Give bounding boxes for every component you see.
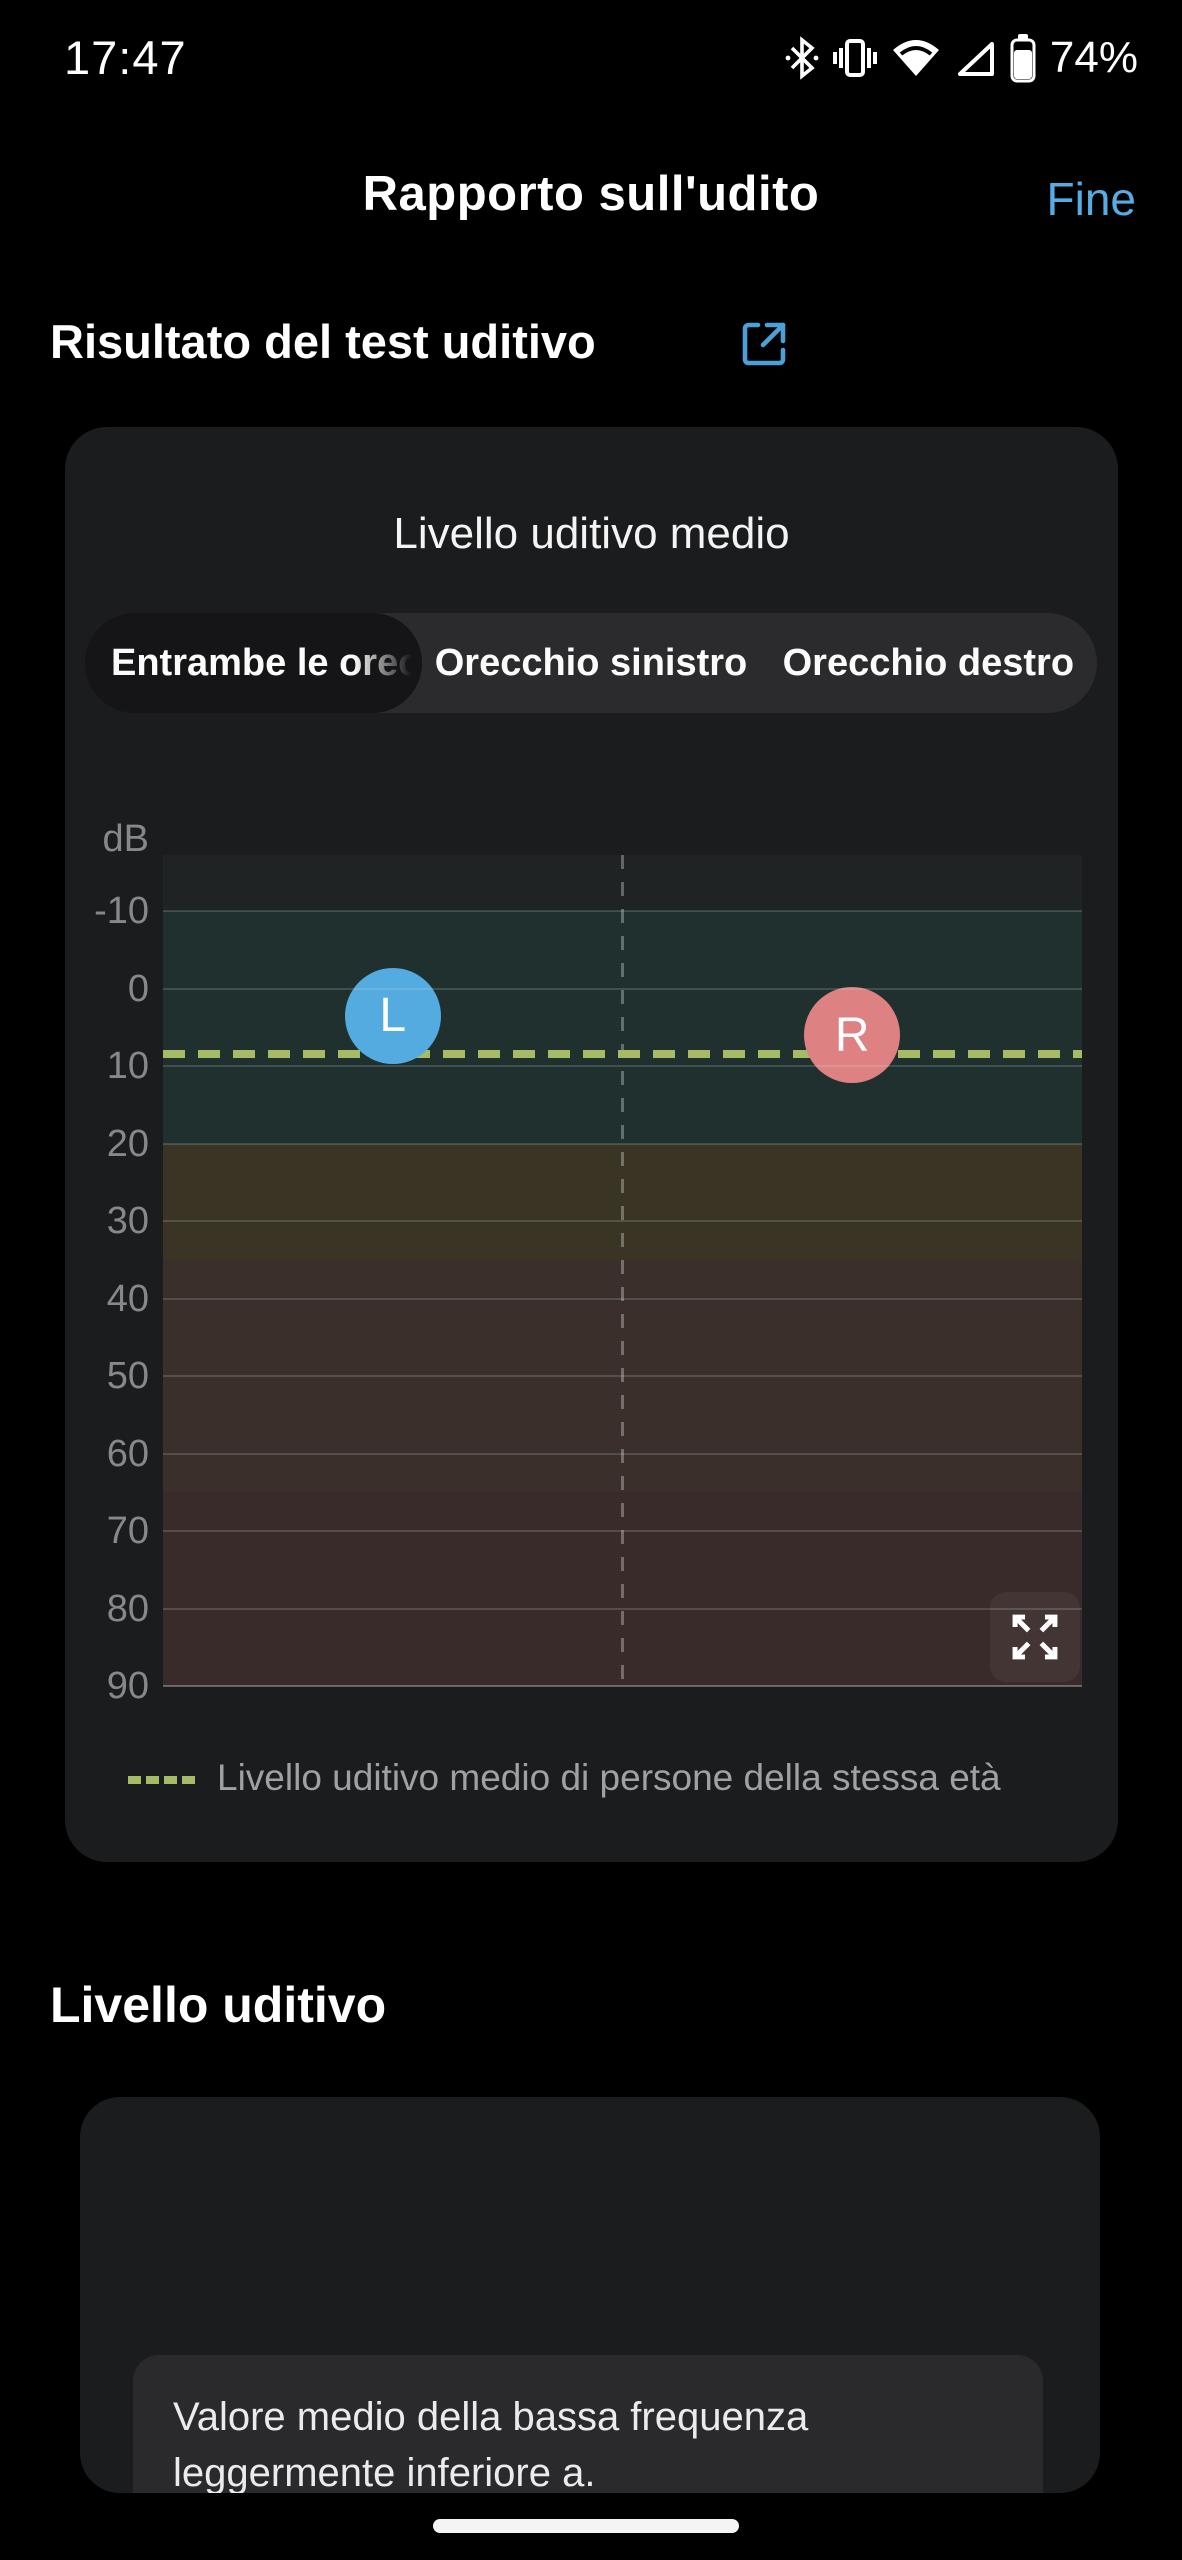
external-link-icon[interactable] [736,316,792,372]
severity-band [163,856,1082,911]
y-tick-label: 90 [106,1665,149,1707]
y-tick-label: 10 [106,1045,149,1087]
y-tick-label: 40 [106,1277,149,1320]
bluetooth-icon [785,34,819,82]
expand-chart-button[interactable] [990,1592,1080,1682]
y-tick-label: 70 [106,1510,149,1552]
y-tick-label: 0 [127,967,149,1010]
tab-right-ear[interactable]: Orecchio destro [760,613,1097,713]
tab-both-ears[interactable]: Entrambe le orecchie [85,613,423,713]
battery-percent: 74% [1049,33,1138,82]
ear-selector-tabs: Entrambe le orecchie Orecchio sinistro Ore… [85,613,1097,713]
cellular-signal-icon [954,38,996,78]
done-button[interactable]: Fine [1046,173,1136,225]
gridline--10 [163,910,1082,912]
gridline-50 [163,1375,1082,1377]
page-title: Rapporto sull'udito [362,167,820,221]
y-tick-label: 80 [106,1587,149,1630]
y-tick-label: -10 [94,890,149,932]
severity-band [163,1492,1082,1686]
battery-icon [1009,33,1037,83]
severity-band [163,1259,1082,1493]
status-icons: 74% [785,30,1138,86]
tab-left-ear[interactable]: Orecchio sinistro [422,613,759,713]
status-time: 17:47 [64,31,187,84]
home-gesture-handle[interactable] [433,2519,739,2533]
hearing-level-heading: Livello uditivo [50,1977,387,2033]
vibrate-icon [832,34,878,82]
gridline-20 [163,1142,1082,1145]
left-ear-marker: L [344,967,441,1064]
gridline-30 [163,1220,1082,1222]
y-tick-label: 20 [106,1122,149,1165]
wifi-icon [891,38,941,78]
tab-label: Orecchio destro [782,641,1075,684]
gridline-90 [163,1685,1082,1687]
hearing-level-card: Il livello uditivo attuale è migliore ri… [80,2097,1100,2493]
right-ear-marker: R [804,987,901,1083]
y-tick-label: 50 [106,1355,149,1397]
hearing-level-detail-card: Valore medio della bassa frequenza legge… [133,2355,1043,2493]
gridline-10 [163,1065,1082,1067]
gridline-0 [163,987,1082,990]
gridline-80 [163,1607,1082,1610]
y-tick-label: 30 [106,1200,149,1242]
severity-band [163,1143,1082,1260]
gridline-70 [163,1530,1082,1532]
tab-label: Entrambe le orecchie [111,641,422,684]
average-hearing-reference-line [163,1050,1082,1059]
gridline-60 [163,1452,1082,1455]
result-section-title: Risultato del test uditivo [50,315,596,368]
hearing-chart-card: Livello uditivo medio Entrambe le orecch… [65,427,1118,1862]
tab-label: Orecchio sinistro [434,641,748,684]
severity-band [163,911,1082,1144]
hearing-level-detail: Valore medio della bassa frequenza legge… [173,2395,809,2493]
center-divider-line [621,855,624,1686]
legend-label: Livello uditivo medio di persone della s… [217,1757,1001,1798]
chart-title: Livello uditivo medio [393,509,790,558]
legend-dash-swatch [128,1776,196,1784]
y-tick-label: 60 [106,1432,149,1475]
gridline-40 [163,1297,1082,1300]
y-axis-unit-label: dB [102,818,149,860]
